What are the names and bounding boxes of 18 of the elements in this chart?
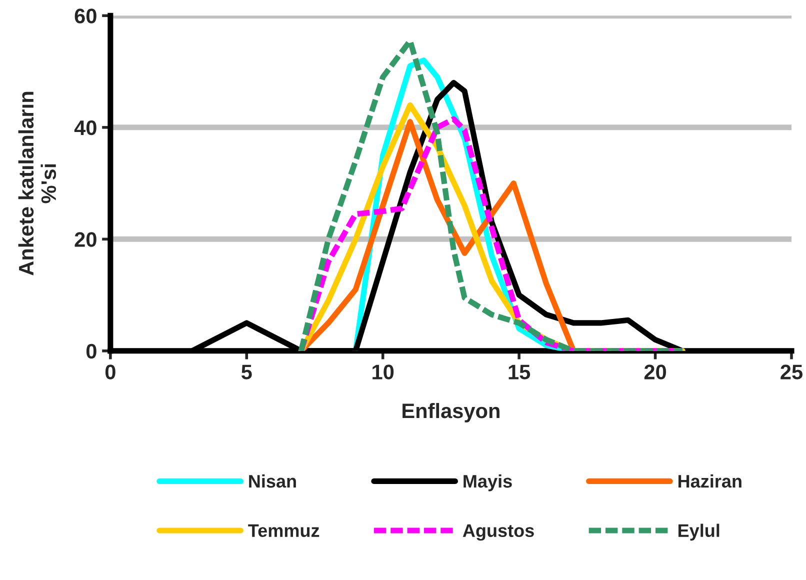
legend-label: Haziran <box>678 474 742 488</box>
x-tick-label: 15 <box>508 364 530 380</box>
x-tick-label: 20 <box>644 364 666 380</box>
y-tick-label: 60 <box>74 8 96 24</box>
legend-label: Agustos <box>462 524 534 541</box>
y-tick-label: 0 <box>86 344 96 359</box>
x-tick-label: 0 <box>105 364 116 380</box>
x-tick-label: 25 <box>780 364 802 380</box>
legend-label: Mayis <box>464 474 512 492</box>
y-tick-label: 20 <box>74 232 96 247</box>
y-axis-title: Ankete katılanların %'si <box>18 92 56 276</box>
y-tick-label: 40 <box>74 120 96 136</box>
legend-label: Temmuz <box>248 524 320 538</box>
x-tick-label: 10 <box>372 364 394 380</box>
legend-label: Eylul <box>678 524 720 541</box>
x-axis-title: Enflasyon <box>402 402 500 422</box>
legend-label: Nisan <box>249 474 296 488</box>
x-tick-label: 5 <box>241 364 252 380</box>
